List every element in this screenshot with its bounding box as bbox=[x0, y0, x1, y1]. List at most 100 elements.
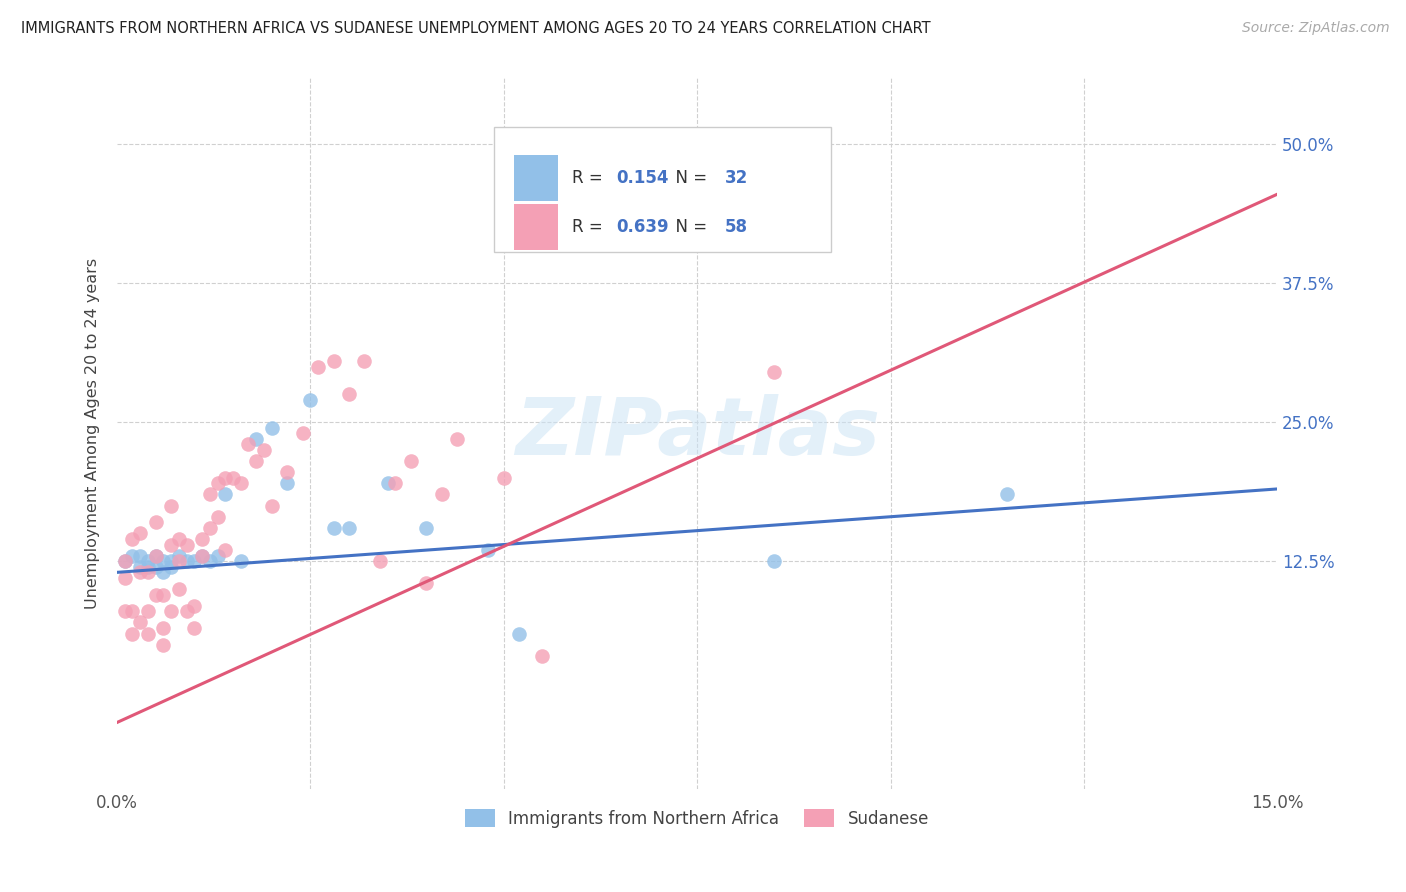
Point bbox=[415, 576, 437, 591]
Text: 0.639: 0.639 bbox=[616, 219, 668, 236]
Point bbox=[299, 392, 322, 407]
Point bbox=[183, 554, 205, 568]
Point bbox=[176, 554, 198, 568]
Point bbox=[129, 566, 152, 580]
Point bbox=[121, 549, 143, 563]
Point bbox=[152, 554, 174, 568]
Point bbox=[307, 359, 329, 374]
Point bbox=[276, 465, 298, 479]
Point bbox=[399, 454, 422, 468]
Point bbox=[136, 566, 159, 580]
Point bbox=[167, 582, 190, 596]
Point bbox=[176, 537, 198, 551]
Point bbox=[191, 549, 214, 563]
Point bbox=[160, 554, 183, 568]
Point bbox=[214, 487, 236, 501]
Point bbox=[145, 549, 167, 563]
Point bbox=[322, 354, 344, 368]
Point bbox=[129, 559, 152, 574]
Point bbox=[238, 437, 260, 451]
Point bbox=[176, 604, 198, 618]
Point bbox=[114, 554, 136, 568]
Text: 58: 58 bbox=[725, 219, 748, 236]
Point bbox=[229, 554, 252, 568]
Point bbox=[384, 476, 406, 491]
Point bbox=[995, 487, 1018, 501]
Text: Source: ZipAtlas.com: Source: ZipAtlas.com bbox=[1241, 21, 1389, 35]
Point bbox=[430, 487, 453, 501]
Point bbox=[191, 532, 214, 546]
Text: 32: 32 bbox=[725, 169, 748, 186]
Point bbox=[446, 432, 468, 446]
Point bbox=[183, 621, 205, 635]
Point bbox=[207, 549, 229, 563]
Point bbox=[121, 532, 143, 546]
Point bbox=[160, 559, 183, 574]
FancyBboxPatch shape bbox=[494, 128, 831, 252]
Point bbox=[121, 604, 143, 618]
Point bbox=[152, 588, 174, 602]
Point bbox=[129, 615, 152, 630]
Y-axis label: Unemployment Among Ages 20 to 24 years: Unemployment Among Ages 20 to 24 years bbox=[86, 258, 100, 609]
Point bbox=[609, 165, 631, 179]
Point bbox=[763, 554, 786, 568]
Point bbox=[763, 365, 786, 379]
Point bbox=[214, 471, 236, 485]
Point bbox=[245, 432, 267, 446]
Point bbox=[322, 521, 344, 535]
Point bbox=[337, 387, 360, 401]
Bar bbox=[513, 154, 558, 201]
Point bbox=[136, 559, 159, 574]
Point bbox=[368, 554, 391, 568]
Point bbox=[136, 604, 159, 618]
Text: R =: R = bbox=[572, 169, 607, 186]
Point bbox=[183, 599, 205, 613]
Point bbox=[145, 588, 167, 602]
Point bbox=[152, 566, 174, 580]
Point bbox=[291, 426, 314, 441]
Point bbox=[229, 476, 252, 491]
Point bbox=[191, 549, 214, 563]
Point bbox=[160, 499, 183, 513]
Point bbox=[114, 554, 136, 568]
Point bbox=[415, 521, 437, 535]
Point bbox=[508, 626, 530, 640]
Text: N =: N = bbox=[665, 219, 711, 236]
Point bbox=[245, 454, 267, 468]
Point bbox=[121, 626, 143, 640]
Point bbox=[167, 549, 190, 563]
Point bbox=[114, 604, 136, 618]
Point bbox=[129, 549, 152, 563]
Text: R =: R = bbox=[572, 219, 607, 236]
Point bbox=[160, 604, 183, 618]
Text: N =: N = bbox=[665, 169, 711, 186]
Point bbox=[260, 499, 283, 513]
Text: IMMIGRANTS FROM NORTHERN AFRICA VS SUDANESE UNEMPLOYMENT AMONG AGES 20 TO 24 YEA: IMMIGRANTS FROM NORTHERN AFRICA VS SUDAN… bbox=[21, 21, 931, 36]
Point bbox=[353, 354, 375, 368]
Point bbox=[214, 543, 236, 558]
Point bbox=[145, 559, 167, 574]
Point bbox=[198, 487, 221, 501]
Point bbox=[136, 626, 159, 640]
Point bbox=[145, 516, 167, 530]
Point bbox=[136, 554, 159, 568]
Point bbox=[377, 476, 399, 491]
Point bbox=[114, 571, 136, 585]
Bar bbox=[513, 204, 558, 251]
Point bbox=[129, 526, 152, 541]
Text: ZIPatlas: ZIPatlas bbox=[515, 394, 880, 473]
Point bbox=[198, 554, 221, 568]
Legend: Immigrants from Northern Africa, Sudanese: Immigrants from Northern Africa, Sudanes… bbox=[458, 803, 936, 834]
Point bbox=[337, 521, 360, 535]
Point bbox=[145, 549, 167, 563]
Point bbox=[477, 543, 499, 558]
Point bbox=[260, 421, 283, 435]
Point bbox=[531, 648, 554, 663]
Point bbox=[253, 442, 276, 457]
Point bbox=[198, 521, 221, 535]
Point bbox=[152, 621, 174, 635]
Point bbox=[492, 471, 515, 485]
Point bbox=[167, 532, 190, 546]
Point bbox=[207, 476, 229, 491]
Point bbox=[222, 471, 245, 485]
